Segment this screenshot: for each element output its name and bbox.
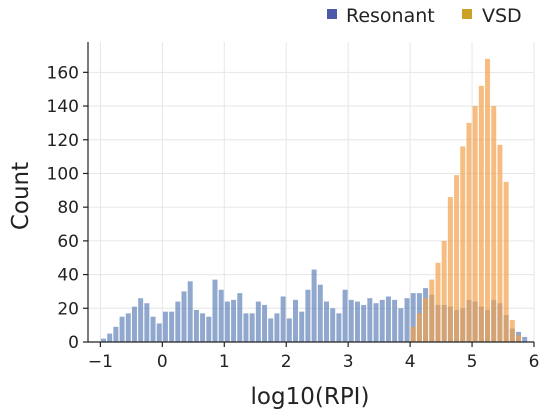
- bar-resonant: [274, 313, 280, 342]
- bar-resonant: [330, 308, 336, 342]
- bar-resonant: [342, 289, 348, 342]
- bar-resonant: [249, 313, 255, 342]
- bar-resonant: [293, 299, 299, 342]
- x-tick-label: 2: [281, 352, 292, 372]
- bar-resonant: [243, 313, 249, 342]
- x-tick-label: 6: [529, 352, 540, 372]
- legend-swatch-vsd: [462, 9, 472, 19]
- legend-label-vsd: VSD: [482, 5, 522, 27]
- bar-resonant: [379, 299, 385, 342]
- bar-resonant: [156, 323, 162, 342]
- bar-resonant: [323, 301, 329, 342]
- bar-vsd: [441, 240, 447, 342]
- bar-resonant: [299, 311, 305, 342]
- bar-resonant: [100, 338, 106, 342]
- x-tick-label: 3: [343, 352, 354, 372]
- bar-resonant: [367, 298, 373, 342]
- x-tick-label: 4: [405, 352, 416, 372]
- y-tick-label: 20: [57, 299, 79, 319]
- bar-resonant: [262, 304, 268, 342]
- bar-resonant: [311, 269, 317, 342]
- bar-resonant: [410, 293, 416, 342]
- bar-vsd: [416, 313, 422, 342]
- bar-resonant: [125, 313, 131, 342]
- bar-resonant: [336, 313, 342, 342]
- bar-resonant: [392, 299, 398, 342]
- bar-resonant: [131, 306, 137, 342]
- bar-resonant: [224, 301, 230, 342]
- bar-resonant: [144, 303, 150, 342]
- bar-resonant: [187, 281, 193, 342]
- bar-vsd: [478, 85, 484, 342]
- y-tick-label: 160: [47, 63, 79, 83]
- bar-vsd: [466, 122, 472, 342]
- legend-label-resonant: Resonant: [346, 5, 435, 27]
- x-tick-label: 5: [467, 352, 478, 372]
- grid-lines: [88, 42, 535, 343]
- bar-vsd: [503, 181, 509, 342]
- bar-vsd: [423, 298, 429, 342]
- bar-resonant: [206, 316, 212, 342]
- bar-vsd: [460, 146, 466, 342]
- bar-resonant: [373, 303, 379, 342]
- bar-vsd: [516, 335, 522, 342]
- bar-vsd: [447, 197, 453, 342]
- y-tick-label: 0: [68, 333, 79, 353]
- bar-resonant: [354, 301, 360, 342]
- y-tick-label: 140: [47, 97, 79, 117]
- x-tick-label: 1: [219, 352, 230, 372]
- bars: [100, 58, 528, 342]
- bar-resonant: [218, 289, 224, 342]
- bar-resonant: [404, 298, 410, 342]
- bar-resonant: [212, 279, 218, 342]
- bar-resonant: [231, 299, 237, 342]
- x-axis-title: log10(RPI): [251, 384, 370, 410]
- bar-resonant: [113, 326, 119, 342]
- bar-resonant: [193, 309, 199, 342]
- bar-resonant: [348, 299, 354, 342]
- bar-resonant: [237, 293, 243, 342]
- bar-resonant: [138, 298, 144, 342]
- y-tick-label: 120: [47, 131, 79, 151]
- bar-resonant: [280, 296, 286, 342]
- bar-resonant: [286, 318, 292, 342]
- legend: Resonant VSD: [327, 5, 522, 27]
- y-tick-label: 60: [57, 232, 79, 252]
- bar-resonant: [305, 289, 311, 342]
- legend-swatch-resonant: [327, 9, 337, 19]
- y-axis-title: Count: [8, 162, 34, 230]
- y-tick-label: 40: [57, 266, 79, 286]
- bar-resonant: [385, 296, 391, 342]
- bar-resonant: [317, 284, 323, 342]
- bar-resonant: [169, 311, 175, 342]
- bar-vsd: [485, 58, 491, 342]
- bar-vsd: [497, 144, 503, 342]
- axes: [83, 42, 535, 347]
- bar-resonant: [255, 301, 261, 342]
- bar-vsd: [429, 279, 435, 342]
- bar-resonant: [181, 291, 187, 342]
- bar-resonant: [175, 301, 181, 342]
- bar-vsd: [410, 326, 416, 342]
- bar-resonant: [162, 311, 168, 342]
- bar-vsd: [435, 262, 441, 342]
- bar-resonant: [107, 333, 113, 342]
- y-tick-label: 100: [47, 164, 79, 184]
- bar-resonant: [119, 316, 125, 342]
- bar-resonant: [398, 308, 404, 342]
- x-tick-label: −1: [88, 352, 113, 372]
- bar-resonant: [268, 318, 274, 342]
- bar-vsd: [509, 320, 515, 342]
- y-tick-label: 80: [57, 198, 79, 218]
- bar-vsd: [491, 106, 497, 342]
- bar-vsd: [454, 175, 460, 342]
- x-tick-label: 0: [157, 352, 168, 372]
- bar-resonant: [200, 313, 206, 342]
- bar-resonant: [361, 304, 367, 342]
- bar-vsd: [472, 106, 478, 342]
- bar-resonant: [150, 316, 156, 342]
- bar-resonant: [522, 336, 528, 342]
